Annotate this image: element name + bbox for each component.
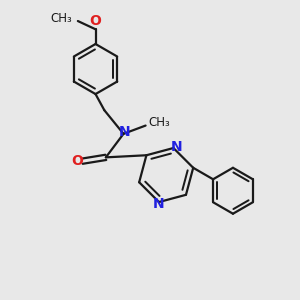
Text: O: O [71, 154, 83, 168]
Text: N: N [171, 140, 182, 154]
Text: CH₃: CH₃ [148, 116, 170, 129]
Text: CH₃: CH₃ [51, 12, 73, 25]
Text: O: O [90, 14, 101, 28]
Text: N: N [153, 197, 164, 212]
Text: N: N [118, 125, 130, 139]
